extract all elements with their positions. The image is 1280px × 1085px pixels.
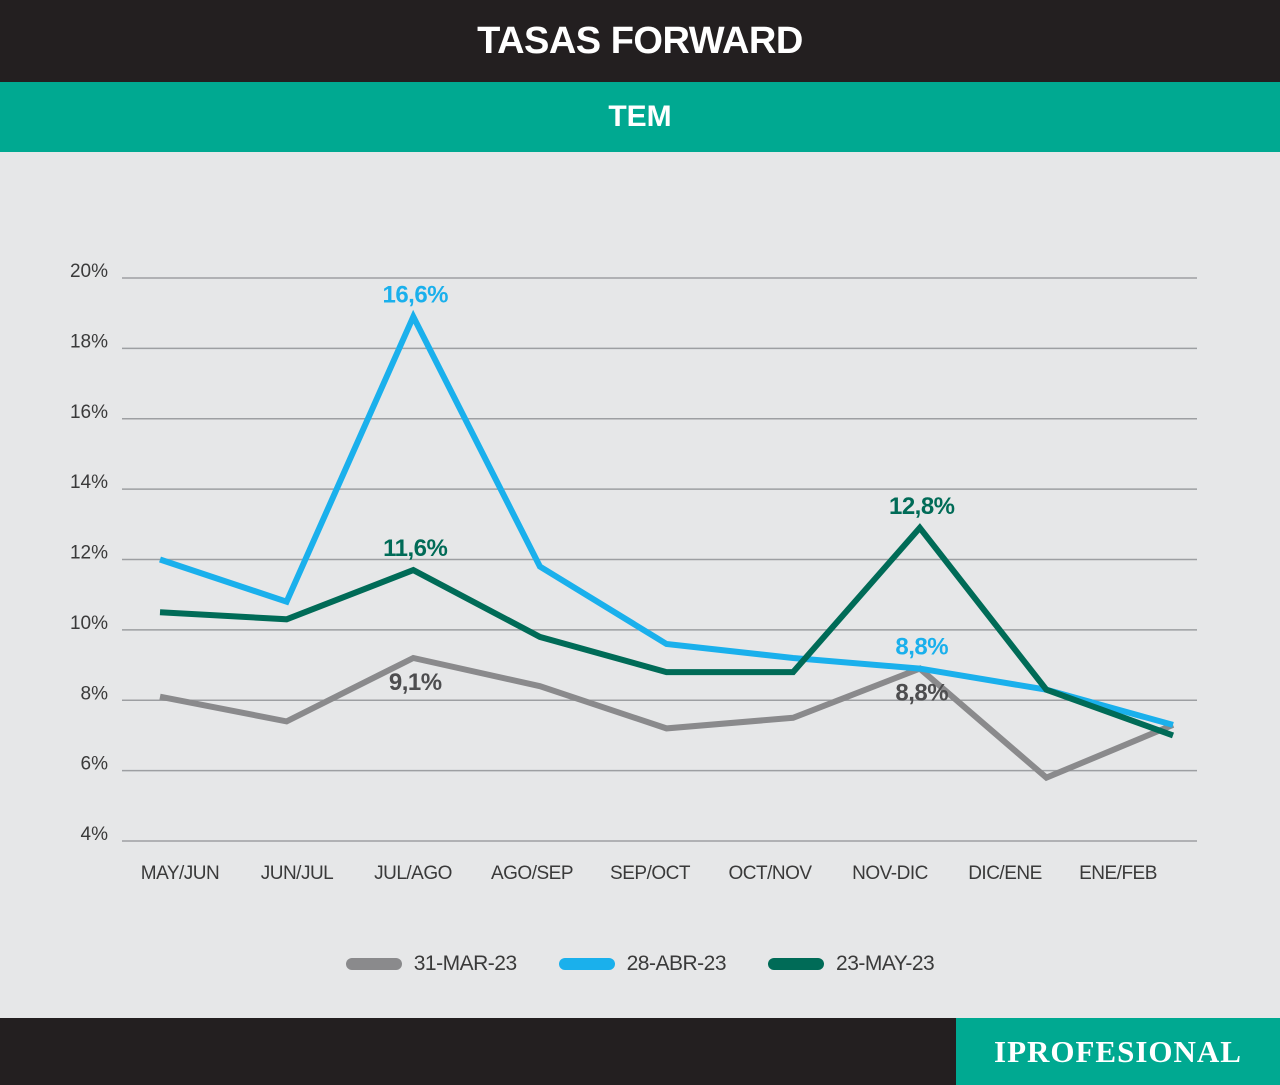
chart-title: TASAS FORWARD — [477, 19, 803, 62]
legend-item: 28-ABR-23 — [558, 952, 727, 976]
footer-bar: IPROFESIONAL — [0, 1018, 1280, 1085]
y-tick-label: 12% — [70, 543, 108, 564]
series-line-31-mar-23 — [159, 654, 1175, 782]
line-chart: 4% 6% 8% 10% 12% 14% 16% 18% 20% MAY/JUN JUN/JUL JU… — [70, 261, 1197, 884]
data-label: 11,6% — [383, 535, 447, 562]
x-tick-label: AGO/SEP — [491, 863, 573, 884]
legend-swatch — [558, 958, 615, 970]
x-tick-label: JUN/JUL — [261, 863, 334, 884]
legend-item: 23-MAY-23 — [768, 952, 935, 976]
x-tick-label: JUL/AGO — [374, 863, 452, 884]
y-tick-label: 18% — [70, 331, 108, 352]
data-label: 8,8% — [895, 634, 948, 661]
brand-logo: IPROFESIONAL — [956, 1018, 1280, 1085]
legend-label: 31-MAR-23 — [413, 952, 517, 975]
legend-item: 31-MAR-23 — [345, 952, 517, 976]
x-tick-label: NOV-DIC — [852, 863, 928, 884]
legend-label: 23-MAY-23 — [836, 952, 935, 975]
x-tick-label: OCT/NOV — [728, 863, 812, 884]
y-tick-label: 6% — [81, 754, 109, 775]
legend-swatch — [768, 958, 825, 970]
chart-header: TASAS FORWARD — [0, 0, 1280, 82]
y-tick-label: 4% — [81, 824, 109, 845]
data-label: 16,6% — [382, 282, 448, 309]
y-tick-label: 8% — [81, 683, 109, 704]
y-tick-label: 10% — [70, 613, 108, 634]
x-tick-label: SEP/OCT — [610, 863, 691, 884]
data-label: 12,8% — [889, 493, 955, 520]
chart-subtitle: TEM — [608, 100, 672, 133]
y-tick-label: 20% — [70, 261, 108, 282]
series-line-23-may-23 — [159, 523, 1175, 739]
series-line-28-abr-23 — [159, 309, 1174, 728]
legend-label: 28-ABR-23 — [626, 952, 727, 975]
legend-swatch — [345, 958, 402, 970]
x-tick-label: ENE/FEB — [1079, 863, 1157, 884]
chart-subheader: TEM — [0, 82, 1280, 152]
y-tick-label: 16% — [70, 402, 108, 423]
x-tick-label: DIC/ENE — [968, 863, 1042, 884]
chart-legend: 31-MAR-23 28-ABR-23 23-MAY-23 — [0, 944, 1280, 984]
data-label: 9,1% — [389, 669, 442, 696]
y-tick-label: 14% — [70, 472, 108, 493]
data-label: 8,8% — [895, 680, 948, 707]
chart-area: 4% 6% 8% 10% 12% 14% 16% 18% 20% MAY/JUN JUN/JUL JU… — [0, 152, 1280, 1018]
x-tick-label: MAY/JUN — [141, 863, 219, 884]
